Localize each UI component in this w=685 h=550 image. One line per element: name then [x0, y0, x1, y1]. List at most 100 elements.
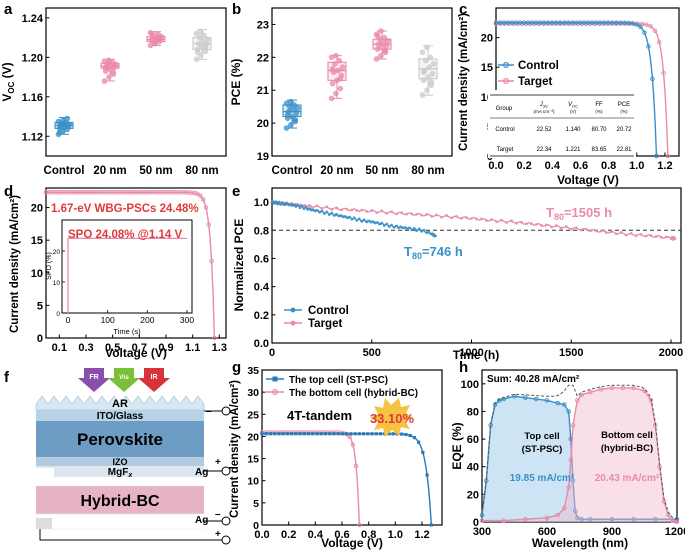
g-top-marker-48 — [328, 432, 332, 436]
g-bottom-marker-120 — [357, 522, 362, 528]
ag-label-top: Ag — [195, 467, 208, 478]
e-marker-control-112 — [390, 223, 394, 227]
e-marker-target-72 — [410, 212, 414, 216]
e-marker-control-96 — [370, 220, 374, 224]
b-point-3-13 — [428, 79, 435, 85]
c-td-target-pce: 22.81 — [616, 147, 632, 153]
e-marker-target-124 — [539, 223, 543, 227]
c-th-jsc-unit: (mA cm⁻²) — [533, 109, 555, 114]
e-marker-control-86 — [357, 217, 361, 221]
b-ytick-4: 23 — [257, 19, 269, 31]
e-marker-control-140 — [425, 231, 429, 235]
d-target-marker-114 — [203, 205, 209, 210]
e-marker-target-152 — [609, 230, 613, 233]
panel-letter-b: b — [232, 1, 241, 18]
perovskite-label: Perovskite — [77, 430, 163, 449]
panel-f: FR Vis IR AR ITO/Glass Perovskite IZO Mg… — [35, 368, 231, 545]
b-point-3-10 — [427, 54, 434, 61]
b-point-0-10 — [291, 102, 298, 108]
e-ytick-4: 0.8 — [254, 225, 269, 237]
c-th-ff: FF — [595, 102, 603, 108]
d-target-marker-2 — [46, 190, 52, 195]
hybrid-bc-label: Hybrid-BC — [80, 493, 160, 510]
e-marker-control-98 — [372, 221, 376, 224]
g-xtick-6: 1.2 — [414, 529, 429, 541]
a-ytick-3: 1.24 — [22, 13, 44, 25]
e-marker-target-44 — [340, 208, 344, 212]
h-marker-1-12 — [598, 387, 604, 392]
g-ytick-2: 10 — [247, 476, 259, 488]
g-top-marker-15 — [281, 432, 285, 436]
d-target-marker-96 — [178, 190, 183, 195]
e-marker-control-64 — [330, 211, 334, 215]
e-marker-target-184 — [673, 237, 677, 241]
h-marker-1-11 — [588, 389, 593, 395]
h-marker-0-9 — [544, 398, 550, 403]
e-marker-control-142 — [427, 230, 431, 234]
d-target-marker-26 — [80, 190, 85, 195]
e-marker-target-160 — [629, 232, 633, 235]
e-legend: Control Target — [284, 305, 349, 330]
d-target-marker-28 — [83, 190, 88, 195]
e-ylabel: Normalized PCE — [232, 219, 246, 312]
panel-letter-a: a — [4, 1, 13, 18]
d-target-marker-84 — [161, 190, 167, 195]
g-legend-bottom: The bottom cell (hybrid-BC) — [289, 388, 418, 399]
c-th-jsc: JSC — [539, 102, 549, 109]
a-point-0-14 — [56, 129, 63, 136]
e-marker-control-110 — [387, 225, 391, 229]
e-marker-target-170 — [654, 235, 658, 238]
d-xtick-2: 0.5 — [105, 342, 120, 354]
panel-letter-c: c — [459, 1, 467, 18]
h-marker-1-2 — [523, 516, 528, 522]
a-point-1-14 — [102, 65, 109, 71]
e-marker-target-100 — [480, 217, 483, 221]
b-point-3-3 — [420, 77, 427, 84]
panel-g: 0 5 10 15 20 25 30 35 0.0 0.2 0.4 0.6 0.8 1.0 1.2 Volt… — [229, 365, 443, 550]
e-legend-marker-control — [290, 307, 296, 313]
c-legend-marker-control — [503, 61, 510, 68]
c-td-target-ff: 83.65 — [591, 147, 607, 153]
e-marker-control-48 — [310, 208, 314, 212]
e-marker-target-158 — [624, 233, 628, 237]
e-marker-target-86 — [445, 214, 448, 217]
d-xtick-3: 0.7 — [132, 342, 147, 354]
h-area-1 — [482, 387, 677, 522]
g-top-marker-21 — [290, 432, 294, 436]
h-marker-0-11 — [562, 402, 567, 407]
d-xtick-5: 1.1 — [185, 342, 200, 354]
e-marker-control-68 — [335, 213, 339, 216]
d-ytick-0: 0 — [37, 333, 43, 345]
d-target-marker-38 — [97, 190, 102, 195]
g-top-marker-102 — [404, 432, 408, 437]
g-top-marker-111 — [417, 440, 421, 444]
b-ytick-3: 22 — [257, 52, 269, 64]
a-point-3-13 — [202, 44, 209, 51]
e-ytick-1: 0.2 — [254, 310, 269, 322]
e-marker-target-164 — [639, 232, 643, 236]
e-marker-target-66 — [395, 212, 399, 216]
d-target-marker-12 — [60, 190, 66, 195]
e-xtick-0: 0 — [269, 347, 275, 359]
g-top-marker-39 — [315, 432, 319, 436]
h-ytick-5: 100 — [461, 379, 479, 391]
b-point-2-12 — [378, 28, 384, 34]
d-target-marker-18 — [69, 190, 74, 195]
h-marker-0-6 — [512, 394, 517, 399]
b-xtick-2: 50 nm — [365, 165, 398, 177]
e-marker-target-110 — [505, 221, 508, 224]
e-marker-target-76 — [420, 213, 424, 217]
d-target-marker-110 — [198, 193, 203, 198]
e-marker-target-56 — [370, 208, 374, 212]
h-ylabel: EQE (%) — [450, 422, 464, 469]
panel-d-frame — [45, 187, 227, 339]
e-marker-target-140 — [579, 228, 583, 232]
e-marker-target-90 — [455, 214, 458, 218]
panel-d: 0 5 10 15 20 0.1 0.3 0.5 0.7 0.9 1.1 1.3 Voltage (V… — [9, 187, 227, 360]
d-target-marker-112 — [200, 197, 206, 202]
e-marker-target-122 — [534, 222, 538, 226]
b-point-3-7 — [426, 64, 432, 70]
d-target-marker-6 — [52, 190, 57, 195]
b-point-3-0 — [419, 92, 426, 98]
